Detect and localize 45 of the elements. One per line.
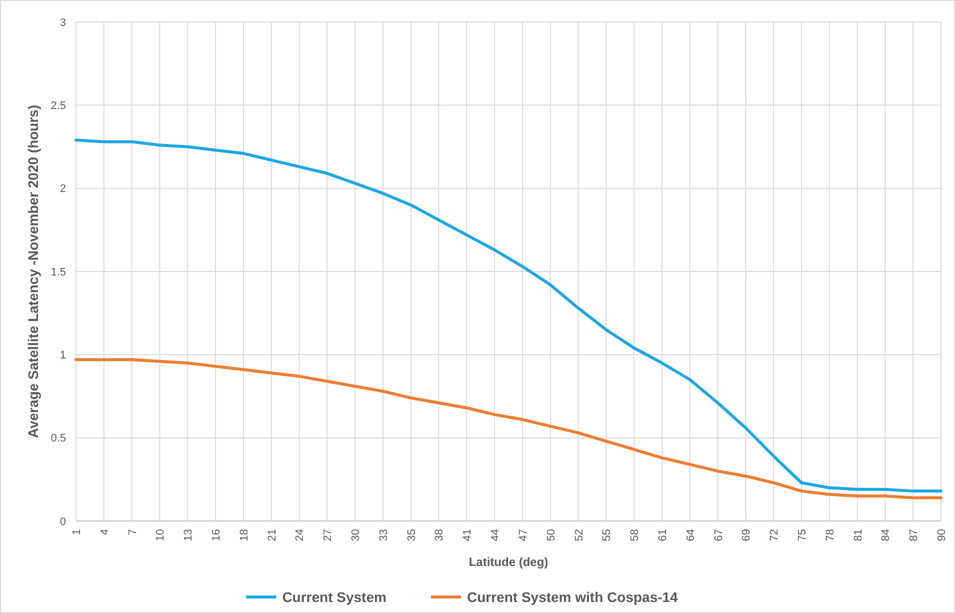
y-tick-label: 3 bbox=[60, 16, 66, 29]
legend-label: Current System with Cospas-14 bbox=[467, 588, 678, 605]
y-tick-label: 2 bbox=[60, 183, 66, 196]
x-tick-label: 90 bbox=[936, 529, 948, 542]
y-tick-label: 1 bbox=[60, 350, 66, 362]
x-tick-label: 47 bbox=[517, 529, 530, 542]
legend-label: Current System bbox=[282, 588, 386, 605]
y-tick-label: 2.5 bbox=[50, 100, 66, 112]
x-tick-label: 78 bbox=[824, 529, 836, 542]
x-tick-label: 1 bbox=[71, 529, 83, 536]
x-tick-label: 58 bbox=[629, 529, 642, 542]
x-tick-label: 84 bbox=[880, 529, 892, 542]
x-tick-label: 64 bbox=[684, 529, 697, 542]
y-tick-label: 1.5 bbox=[50, 266, 66, 278]
x-tick-label: 81 bbox=[852, 529, 864, 542]
line-series bbox=[74, 358, 942, 500]
x-axis-title: Latitude (deg) bbox=[468, 555, 548, 569]
y-tick-label: 0 bbox=[60, 516, 66, 528]
x-tick-label: 24 bbox=[294, 529, 306, 542]
y-tick-label: 0.5 bbox=[50, 432, 66, 445]
x-tick-label: 55 bbox=[601, 529, 614, 542]
x-tick-label: 7 bbox=[126, 529, 139, 536]
x-tick-label: 18 bbox=[238, 529, 250, 542]
x-tick-label: 69 bbox=[740, 529, 753, 542]
y-axis-title: Average Satellite Latency -November 2020 (hours) bbox=[25, 104, 41, 438]
x-tick-label: 10 bbox=[154, 529, 167, 542]
x-tick-label: 72 bbox=[768, 529, 781, 542]
x-tick-label: 52 bbox=[573, 529, 586, 542]
x-tick-label: 50 bbox=[545, 529, 558, 542]
x-tick-label: 87 bbox=[908, 529, 920, 542]
x-tick-label: 38 bbox=[434, 529, 446, 542]
x-tick-label: 33 bbox=[378, 529, 390, 542]
x-tick-label: 21 bbox=[266, 529, 278, 542]
x-tick-label: 30 bbox=[350, 529, 362, 542]
x-tick-label: 13 bbox=[182, 529, 195, 542]
x-tick-label: 4 bbox=[98, 529, 111, 536]
x-tick-label: 61 bbox=[656, 529, 669, 542]
x-tick-label: 16 bbox=[210, 529, 223, 542]
x-tick-label: 27 bbox=[322, 529, 334, 542]
x-tick-label: 41 bbox=[462, 529, 474, 542]
x-tick-label: 35 bbox=[406, 529, 418, 542]
x-tick-label: 67 bbox=[712, 529, 725, 542]
x-tick-label: 44 bbox=[490, 529, 502, 542]
line-series bbox=[74, 138, 942, 493]
x-tick-label: 75 bbox=[796, 529, 808, 542]
